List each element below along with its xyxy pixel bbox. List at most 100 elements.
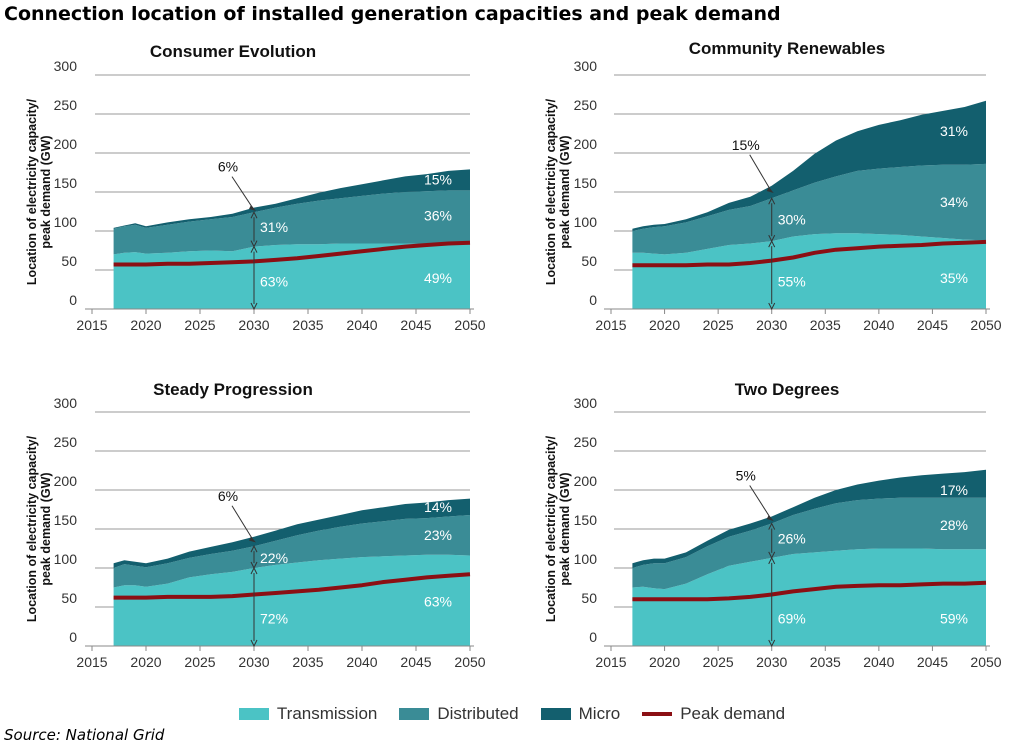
x-tick-label: 2040 (346, 654, 377, 670)
area-distributed (113, 515, 470, 588)
callout-micro-share: 6% (218, 488, 238, 504)
end-share-label: 15% (424, 172, 452, 188)
end-share-label: 14% (424, 499, 452, 515)
x-tick-label: 2045 (917, 654, 948, 670)
area-transmission (113, 241, 470, 309)
annotation-arrow-transmission-head-bottom (250, 639, 258, 648)
x-tick-label: 2030 (238, 317, 269, 333)
callout-leader (231, 505, 255, 542)
legend-label-micro: Micro (578, 704, 621, 723)
annotation-arrow-transmission-head-top (768, 556, 776, 565)
x-tick-label: 2050 (454, 654, 485, 670)
x-tick-label: 2045 (400, 654, 431, 670)
x-tick-label: 2025 (184, 654, 215, 670)
x-tick-label: 2015 (76, 317, 107, 333)
legend-swatch-peak (642, 712, 673, 716)
callout-leader (749, 485, 773, 521)
x-tick-label: 2020 (130, 654, 161, 670)
legend-item-peak: Peak demand (642, 704, 785, 724)
annotation-arrow-distributed-head-top (250, 211, 258, 219)
y-tick-label: 0 (69, 629, 77, 645)
annotation-share-label: 31% (260, 219, 288, 235)
y-tick-label: 200 (54, 136, 78, 152)
x-tick-label: 2025 (184, 317, 215, 333)
x-tick-label: 2045 (917, 317, 948, 333)
x-tick-label: 2015 (595, 654, 626, 670)
area-distributed (113, 190, 470, 255)
annotation-share-label: 22% (260, 550, 288, 566)
x-tick-label: 2040 (863, 654, 894, 670)
end-share-label: 35% (940, 270, 968, 286)
legend-label-distributed: Distributed (437, 704, 519, 723)
annotation-share-label: 69% (778, 611, 806, 627)
annotation-arrow-transmission-head-top (250, 566, 258, 575)
area-transmission (632, 233, 986, 309)
annotation-arrow-transmission-head-bottom (768, 639, 776, 648)
area-distributed (632, 497, 986, 590)
annotation-arrow-transmission-head-bottom (250, 302, 258, 311)
y-tick-label: 250 (574, 434, 598, 450)
annotation-arrow-distributed-head-top (768, 197, 776, 205)
y-tick-label: 250 (574, 97, 598, 113)
legend-label-peak: Peak demand (680, 704, 786, 723)
x-tick-label: 2035 (292, 654, 323, 670)
x-tick-label: 2015 (595, 317, 626, 333)
x-tick-label: 2020 (649, 317, 680, 333)
y-tick-label: 250 (54, 97, 78, 113)
end-share-label: 59% (940, 611, 968, 627)
callout-arrowhead (249, 204, 256, 211)
callout-arrowhead (766, 187, 774, 193)
x-tick-label: 2025 (703, 317, 734, 333)
x-tick-label: 2035 (810, 654, 841, 670)
peak-demand-line (113, 240, 471, 267)
x-tick-label: 2030 (238, 654, 269, 670)
legend-item-distributed: Distributed (399, 704, 519, 724)
source-note: Source: National Grid (4, 726, 165, 744)
y-tick-label: 100 (54, 551, 78, 567)
legend-swatch-transmission (238, 708, 269, 720)
x-tick-label: 2030 (756, 317, 787, 333)
y-axis-label: Location of electricity capacity/peak de… (25, 435, 53, 622)
chart-title: Community Renewables (689, 39, 886, 58)
y-tick-label: 300 (574, 58, 598, 74)
callout-arrowhead (766, 515, 774, 522)
y-tick-label: 200 (574, 136, 598, 152)
chart-panel-2: Steady Progression Location of electricit… (25, 380, 486, 670)
y-tick-label: 200 (54, 473, 78, 489)
callout-arrowhead (249, 536, 256, 543)
y-tick-label: 50 (581, 253, 597, 269)
y-tick-label: 300 (54, 58, 78, 74)
annotation-share-label: 63% (260, 274, 288, 290)
chart-panel-1: Community Renewables Location of electric… (544, 39, 1002, 333)
x-tick-label: 2030 (756, 654, 787, 670)
area-micro (632, 100, 986, 231)
x-tick-label: 2040 (346, 317, 377, 333)
y-axis-label: Location of electricity capacity/peak de… (544, 435, 572, 622)
end-share-label: 34% (940, 194, 968, 210)
chart-title: Steady Progression (153, 380, 313, 399)
annotation-arrow-transmission-head-top (250, 245, 258, 253)
legend-item-transmission: Transmission (238, 704, 377, 724)
y-tick-label: 100 (574, 551, 598, 567)
x-tick-label: 2025 (703, 654, 734, 670)
annotation-arrow-distributed-head-top (250, 545, 258, 553)
x-tick-label: 2035 (810, 317, 841, 333)
x-tick-label: 2045 (400, 317, 431, 333)
callout-micro-share: 15% (732, 137, 760, 153)
end-share-label: 23% (424, 527, 452, 543)
area-transmission (632, 548, 986, 646)
annotation-arrow-distributed-head-top (768, 522, 776, 530)
y-tick-label: 150 (54, 512, 78, 528)
x-tick-label: 2035 (292, 317, 323, 333)
y-tick-label: 150 (574, 512, 598, 528)
callout-micro-share: 6% (218, 159, 238, 175)
y-tick-label: 50 (581, 590, 597, 606)
annotation-share-label: 26% (778, 530, 806, 546)
legend-swatch-distributed (399, 708, 430, 720)
x-tick-label: 2050 (970, 654, 1001, 670)
page-title: Connection location of installed generat… (4, 3, 781, 25)
peak-demand-line (113, 572, 471, 600)
legend: Transmission Distributed Micro Peak demand (0, 701, 1024, 727)
chart-panel-3: Two Degrees Location of electricity capac… (544, 380, 1002, 670)
